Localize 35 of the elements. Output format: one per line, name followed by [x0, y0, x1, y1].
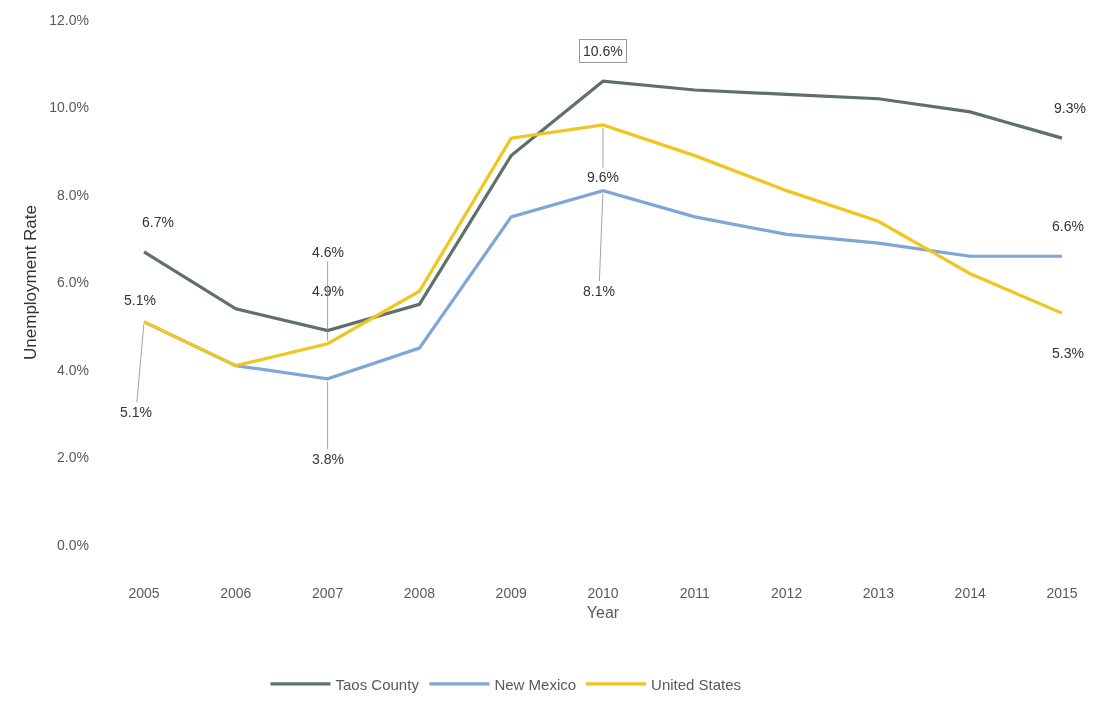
data-label: 5.3%: [1052, 345, 1084, 361]
x-tick-label: 2012: [771, 585, 803, 601]
y-tick-label: 12.0%: [49, 11, 89, 28]
data-label: 4.9%: [312, 283, 344, 299]
x-tick-label: 2010: [587, 585, 619, 601]
y-tick-label: 8.0%: [57, 186, 89, 203]
data-label: 6.7%: [142, 214, 174, 230]
legend-label: New Mexico: [494, 675, 577, 693]
x-tick-label: 2006: [220, 585, 252, 601]
y-tick-label: 10.0%: [49, 99, 89, 116]
x-tick-label: 2013: [862, 585, 895, 601]
data-label: 6.6%: [1052, 218, 1084, 234]
y-tick-label: 0.0%: [57, 536, 89, 553]
data-label: 9.3%: [1054, 100, 1086, 116]
legend-label: Taos County: [335, 675, 420, 693]
data-label: 5.1%: [120, 404, 152, 420]
x-tick-label: 2015: [1046, 585, 1078, 601]
data-label: 3.8%: [312, 451, 344, 467]
x-tick-label: 2008: [403, 585, 436, 601]
x-axis-title: Year: [586, 603, 620, 621]
data-label: 5.1%: [124, 292, 156, 308]
x-tick-label: 2009: [495, 585, 527, 601]
x-tick-label: 2014: [954, 585, 986, 601]
x-tick-label: 2005: [128, 585, 160, 601]
x-tick-label: 2007: [312, 585, 344, 601]
y-tick-label: 2.0%: [57, 449, 89, 466]
y-tick-label: 6.0%: [57, 274, 89, 291]
data-label: 9.6%: [587, 169, 619, 185]
y-axis-title: Unemployment Rate: [20, 205, 40, 360]
data-label: 8.1%: [583, 283, 615, 299]
data-label: 10.6%: [583, 43, 623, 59]
data-label: 4.6%: [312, 244, 344, 260]
legend-label: United States: [651, 675, 742, 693]
x-tick-label: 2011: [679, 585, 711, 601]
y-tick-label: 4.0%: [57, 361, 89, 378]
